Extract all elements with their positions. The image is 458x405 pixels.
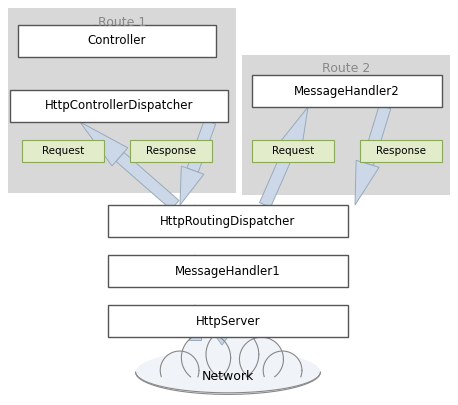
Polygon shape — [210, 273, 234, 287]
Text: Route 2: Route 2 — [322, 62, 370, 75]
Circle shape — [181, 333, 231, 382]
Bar — [134, 25, 146, 44]
Text: HttpRoutingDispatcher: HttpRoutingDispatcher — [160, 215, 296, 228]
Polygon shape — [180, 166, 204, 205]
Bar — [216, 305, 228, 328]
Polygon shape — [83, 25, 107, 38]
Polygon shape — [279, 107, 308, 153]
Circle shape — [206, 328, 259, 381]
Polygon shape — [183, 255, 207, 269]
Polygon shape — [128, 44, 152, 57]
Text: Request: Request — [272, 146, 314, 156]
Text: Response: Response — [376, 146, 426, 156]
Bar — [189, 269, 201, 287]
Text: HttpServer: HttpServer — [196, 315, 260, 328]
Text: MessageHandler2: MessageHandler2 — [294, 85, 400, 98]
Bar — [8, 8, 236, 193]
Text: Network: Network — [202, 371, 254, 384]
Polygon shape — [183, 205, 207, 218]
Polygon shape — [187, 120, 216, 172]
Polygon shape — [210, 224, 234, 237]
Bar — [130, 140, 212, 162]
Circle shape — [263, 351, 302, 390]
Text: Route 1: Route 1 — [98, 15, 146, 28]
Bar — [108, 205, 348, 237]
Circle shape — [160, 351, 199, 390]
Circle shape — [240, 337, 284, 381]
Text: Response: Response — [146, 146, 196, 156]
Polygon shape — [210, 328, 234, 345]
Bar — [108, 255, 348, 287]
Bar — [242, 55, 450, 195]
Bar — [252, 140, 334, 162]
Text: Controller: Controller — [88, 34, 146, 47]
Polygon shape — [116, 152, 179, 209]
Bar — [189, 320, 201, 340]
Bar — [216, 205, 228, 224]
Text: Request: Request — [42, 146, 84, 156]
Polygon shape — [355, 160, 379, 205]
Bar — [18, 25, 216, 57]
Polygon shape — [80, 122, 128, 166]
Ellipse shape — [136, 350, 321, 394]
Bar — [252, 75, 442, 107]
Bar — [216, 255, 228, 273]
Polygon shape — [260, 146, 295, 207]
Bar — [108, 305, 348, 337]
Polygon shape — [183, 305, 207, 320]
Bar — [22, 140, 104, 162]
Bar — [10, 90, 228, 122]
Polygon shape — [362, 105, 391, 166]
Text: MessageHandler1: MessageHandler1 — [175, 264, 281, 277]
Bar — [89, 38, 101, 57]
Bar — [189, 218, 201, 237]
Text: HttpControllerDispatcher: HttpControllerDispatcher — [45, 100, 193, 113]
Bar — [360, 140, 442, 162]
